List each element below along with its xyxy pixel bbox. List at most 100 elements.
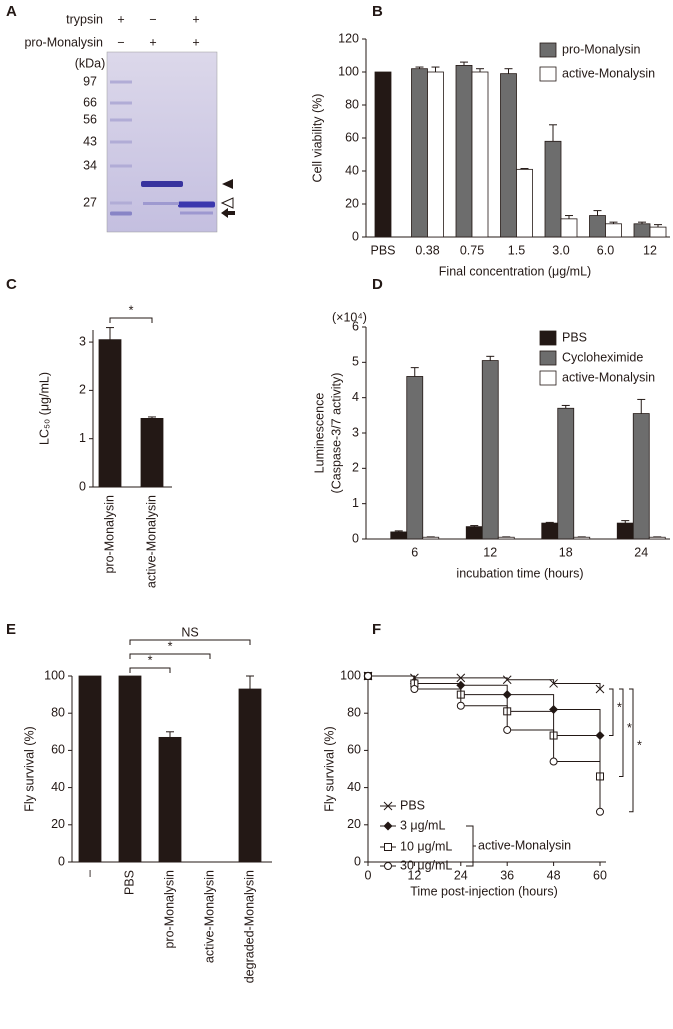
y-tick-label: 100 [340,668,361,682]
significance-label: * [627,721,632,735]
y-tick-label: 20 [347,817,361,831]
ladder-band [110,164,132,168]
marker-unit: (kDa) [75,56,106,70]
x-tick-label: 24 [454,868,468,882]
band [110,211,132,216]
marker [503,725,512,734]
bar [633,223,651,238]
y-axis-label: (Caspase-3/7 activity) [329,373,343,494]
y-tick-label: 60 [347,743,361,757]
x-tick-label: degraded-Monalysin [242,870,256,983]
x-tick-label: PBS [122,870,136,895]
bar [544,140,562,238]
marker-stroke [383,801,393,811]
legend-swatch [539,350,557,366]
significance-label: * [168,639,173,653]
survival-line [368,675,601,812]
marker [502,675,512,685]
marker-shape [384,843,392,851]
ladder-band [110,101,132,105]
x-axis-label: Time post-injection (hours) [410,884,558,898]
x-tick-label: active-Monalysin [202,870,216,963]
legend-label: Cycloheximide [562,350,643,364]
significance-bracket [129,653,211,659]
row-label: pro-Monalysin [24,35,103,49]
legend-swatch [539,330,557,346]
y-axis-label: LC₅₀ (μg/mL) [37,372,51,445]
y-tick-label: 3 [352,425,359,439]
marker-label: 97 [83,74,97,88]
y-tick-label: 0 [354,854,361,868]
y-tick-label: 20 [51,817,65,831]
marker [383,821,393,831]
x-tick-label: 3.0 [552,243,569,257]
bar [589,215,606,238]
legend-swatch [539,66,557,82]
group-label: active-Monalysin [478,838,571,852]
marker-shape [384,862,392,870]
lane-sign: + [192,12,199,26]
x-tick-label: PBS [370,243,395,257]
ladder-band [110,201,132,205]
panel-label: A [6,3,17,20]
bar [560,218,578,238]
ladder-band [110,118,132,122]
bar [411,68,428,238]
y-axis-label: Fly survival (%) [322,726,336,811]
bar [455,65,473,238]
x-tick-label: 18 [559,545,573,559]
y-tick-label: 1 [352,496,359,510]
y-tick-label: 40 [51,780,65,794]
panel-label: F [372,621,381,638]
x-tick-label: 24 [634,545,648,559]
marker-shape [383,821,393,831]
x-tick-label: 48 [547,868,561,882]
bar [516,168,533,238]
x-tick-label: 0.38 [415,243,439,257]
band [178,201,215,208]
legend-label: PBS [562,330,587,344]
bar [390,531,408,540]
x-tick-label: 0 [365,868,372,882]
x-axis-label: incubation time (hours) [456,566,583,580]
ladder-band [110,140,132,144]
y-axis-label: Cell viability (%) [310,94,324,183]
marker-label: 34 [83,158,97,172]
bar [605,223,622,238]
bar [158,736,182,863]
marker-label: 27 [83,195,97,209]
x-tick-label: pro-Monalysin [102,495,116,574]
y-tick-label: 1 [79,431,86,445]
ladder-band [110,80,132,84]
marker-label: 56 [83,112,97,126]
marker-shape [596,807,604,816]
bar [649,226,667,238]
y-tick-label: 0 [352,229,359,243]
y-tick-label: 0 [58,854,65,868]
x-axis-label: Final concentration (μg/mL) [439,264,591,278]
bar [238,688,262,863]
x-tick-label: – [82,870,96,877]
y-tick-label: 2 [352,461,359,475]
arrow [221,208,235,218]
y-tick-label: 100 [44,668,65,682]
marker [549,679,558,688]
bar [406,376,424,540]
legend-label: active-Monalysin [562,66,655,80]
panel-label: B [372,3,383,20]
panel-label: E [6,621,16,638]
arrowhead [222,179,233,189]
marker [549,757,558,766]
x-tick-label: 6 [411,545,418,559]
marker [595,684,605,694]
significance-bracket [129,639,251,645]
legend-swatch [539,42,557,58]
y-tick-label: 20 [345,196,359,210]
bar [573,536,591,540]
y-tick-label: 40 [345,163,359,177]
x-tick-label: 12 [643,243,657,257]
x-tick-label: 0.75 [460,243,484,257]
legend-label: 30 μg/mL [400,858,452,872]
y-tick-label: 60 [345,130,359,144]
